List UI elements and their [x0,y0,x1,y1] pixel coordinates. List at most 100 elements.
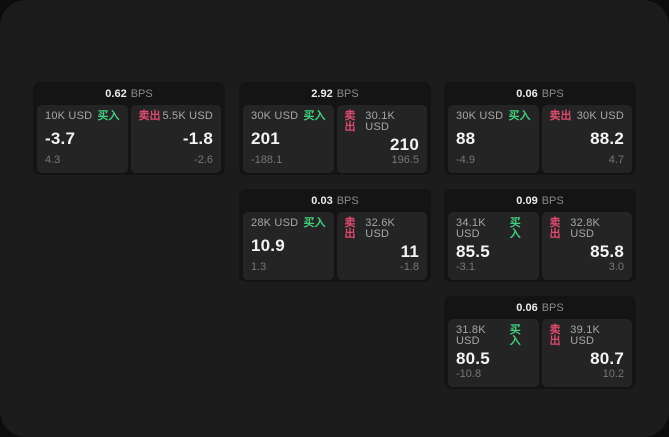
buy-label: 买入 [509,324,521,347]
buy-sell-tiles: 28K USD 买入 10.9 1.3 卖出 32.6K USD 11 -1.8 [243,212,427,280]
sell-tile-header: 卖出 32.6K USD [345,218,420,240]
sell-notional: 30K USD [576,110,624,122]
card-header: 2.92 BPS [239,82,431,105]
sell-tile-header: 卖出 5.5K USD [139,111,214,122]
sell-label: 卖出 [549,324,561,347]
sell-tile-header: 卖出 30.1K USD [345,111,420,133]
price-card: 0.62 BPS 10K USD 买入 -3.7 4.3 卖出 5.5K USD… [33,82,225,175]
buy-label: 买入 [509,217,521,240]
buy-delta: -3.1 [456,261,475,273]
spread-bps-value: 2.92 [311,88,333,100]
buy-notional: 10K USD [45,110,93,122]
sell-notional: 5.5K USD [162,110,213,122]
buy-notional: 34.1K USD [456,217,486,240]
sell-tile-header: 卖出 30K USD [550,111,625,122]
sell-delta: 3.0 [608,261,624,273]
sell-label: 卖出 [138,110,161,122]
bps-unit-label: BPS [541,88,564,100]
buy-label: 买入 [97,110,120,122]
card-header: 0.62 BPS [33,82,225,105]
card-header: 0.03 BPS [239,189,431,212]
buy-label: 买入 [303,217,326,229]
spread-bps-value: 0.62 [105,88,127,100]
card-header: 0.06 BPS [444,296,636,319]
sell-label: 卖出 [344,217,356,240]
buy-tile-header: 30K USD 买入 [251,111,326,122]
buy-delta: 1.3 [251,261,267,273]
buy-sell-tiles: 34.1K USD 买入 85.5 -3.1 卖出 32.8K USD 85.8… [448,212,632,280]
buy-tile[interactable]: 10K USD 买入 -3.7 4.3 [37,105,128,173]
buy-tile[interactable]: 31.8K USD 买入 80.5 -10.8 [448,319,539,387]
sell-notional: 30.1K USD [365,110,396,133]
buy-price: 88 [456,129,476,148]
buy-tile[interactable]: 34.1K USD 买入 85.5 -3.1 [448,212,539,280]
sell-price: 80.7 [590,348,624,368]
sell-notional: 39.1K USD [570,324,601,347]
card-header: 0.09 BPS [444,189,636,212]
spread-bps-value: 0.03 [311,195,333,207]
sell-tile[interactable]: 卖出 39.1K USD 80.7 10.2 [541,319,632,387]
sell-delta: 196.5 [391,154,419,166]
sell-label: 卖出 [549,110,572,122]
buy-delta: -4.9 [456,154,475,166]
price-card: 0.06 BPS 30K USD 买入 88 -4.9 卖出 30K USD 8… [444,82,636,175]
sell-price: 85.8 [590,241,624,261]
bps-unit-label: BPS [130,88,153,100]
bps-unit-label: BPS [541,195,564,207]
sell-tile-header: 卖出 32.8K USD [550,218,625,240]
buy-price: 10.9 [251,236,285,255]
buy-delta: -188.1 [251,154,283,166]
buy-label: 买入 [508,110,531,122]
buy-notional: 31.8K USD [456,324,486,347]
bps-unit-label: BPS [336,195,359,207]
buy-tile[interactable]: 30K USD 买入 88 -4.9 [448,105,539,173]
spread-bps-value: 0.06 [516,88,538,100]
sell-delta: 4.7 [608,154,624,166]
sell-price: 11 [400,241,419,261]
card-header: 0.06 BPS [444,82,636,105]
sell-tile[interactable]: 卖出 5.5K USD -1.8 -2.6 [130,105,221,173]
buy-tile-header: 30K USD 买入 [456,111,531,122]
sell-tile[interactable]: 卖出 32.8K USD 85.8 3.0 [541,212,632,280]
buy-notional: 30K USD [456,110,504,122]
sell-label: 卖出 [344,110,356,133]
sell-notional: 32.6K USD [365,217,396,240]
buy-tile-header: 10K USD 买入 [45,111,120,122]
buy-price: 85.5 [456,241,490,261]
sell-price: 210 [390,134,419,154]
buy-delta: 4.3 [45,154,61,166]
sell-tile-header: 卖出 39.1K USD [550,325,625,347]
price-card: 2.92 BPS 30K USD 买入 201 -188.1 卖出 30.1K … [239,82,431,175]
buy-tile[interactable]: 30K USD 买入 201 -188.1 [243,105,334,173]
buy-tile-header: 28K USD 买入 [251,218,326,229]
sell-delta: 10.2 [602,368,624,380]
buy-sell-tiles: 30K USD 买入 88 -4.9 卖出 30K USD 88.2 4.7 [448,105,632,173]
price-card: 0.03 BPS 28K USD 买入 10.9 1.3 卖出 32.6K US… [239,189,431,282]
price-card: 0.09 BPS 34.1K USD 买入 85.5 -3.1 卖出 32.8K… [444,189,636,282]
buy-price: 80.5 [456,348,490,368]
sell-tile[interactable]: 卖出 32.6K USD 11 -1.8 [336,212,427,280]
sell-tile[interactable]: 卖出 30.1K USD 210 196.5 [336,105,427,173]
spread-bps-value: 0.06 [516,302,538,314]
sell-delta: -1.8 [400,261,419,273]
buy-tile-header: 31.8K USD 买入 [456,325,531,347]
sell-price: -1.8 [182,129,213,148]
price-card: 0.06 BPS 31.8K USD 买入 80.5 -10.8 卖出 39.1… [444,296,636,389]
buy-sell-tiles: 30K USD 买入 201 -188.1 卖出 30.1K USD 210 1… [243,105,427,173]
spread-bps-value: 0.09 [516,195,538,207]
buy-tile[interactable]: 28K USD 买入 10.9 1.3 [243,212,334,280]
bps-unit-label: BPS [336,88,359,100]
sell-tile[interactable]: 卖出 30K USD 88.2 4.7 [541,105,632,173]
buy-notional: 30K USD [251,110,299,122]
buy-notional: 28K USD [251,217,299,229]
buy-price: -3.7 [45,129,76,148]
sell-notional: 32.8K USD [570,217,601,240]
sell-price: 88.2 [590,129,624,148]
bps-unit-label: BPS [541,302,564,314]
buy-label: 买入 [303,110,326,122]
buy-sell-tiles: 31.8K USD 买入 80.5 -10.8 卖出 39.1K USD 80.… [448,319,632,387]
sell-label: 卖出 [549,217,561,240]
buy-tile-header: 34.1K USD 买入 [456,218,531,240]
buy-sell-tiles: 10K USD 买入 -3.7 4.3 卖出 5.5K USD -1.8 -2.… [37,105,221,173]
